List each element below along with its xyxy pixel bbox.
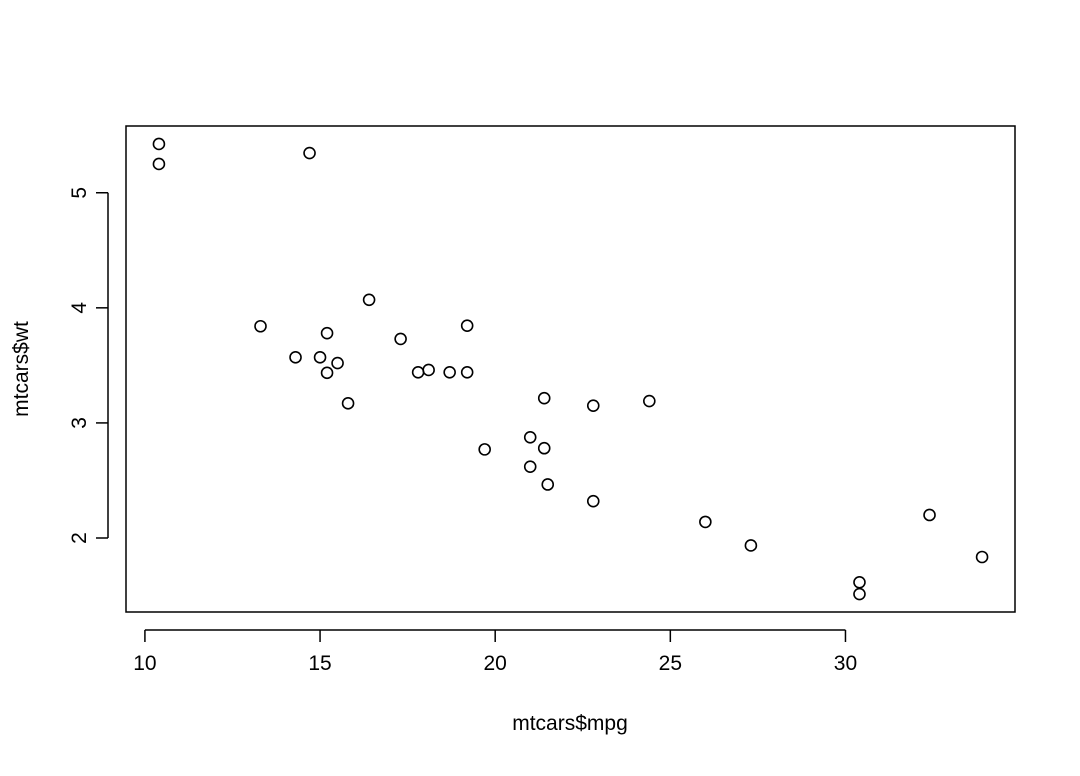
point [744,539,758,552]
x-tick-label: 10 [133,652,156,675]
point [923,508,936,522]
point [443,365,456,379]
point [523,460,537,473]
y-tick-label: 3 [68,417,91,429]
point [422,363,435,377]
point [152,137,166,151]
point [313,351,327,364]
point [523,431,537,444]
point [541,478,555,491]
point [152,157,166,171]
x-tick-label: 15 [308,652,331,675]
point [320,326,334,340]
point [303,146,316,160]
point [537,391,551,405]
x-tick-label: 20 [484,652,507,675]
point [537,441,551,455]
point [460,365,474,379]
point [394,332,407,346]
point [254,319,267,333]
point [289,351,302,364]
point [586,399,600,412]
point [853,587,866,601]
x-tick-label: 25 [659,652,682,675]
y-tick-label: 4 [68,302,91,314]
y-tick-label: 5 [68,187,91,199]
point [362,293,376,307]
x-tick-label: 30 [834,652,857,675]
point [699,515,712,529]
point [853,576,866,589]
point [478,443,491,456]
point [586,494,600,508]
plot-box [125,125,1016,613]
point [331,356,344,370]
point [975,550,989,564]
x-axis-label: mtcars$mpg [512,712,628,735]
y-tick-label: 2 [68,532,91,544]
point [320,366,334,380]
y-axis-label: mtcars$wt [10,321,33,417]
point [460,319,474,332]
point [643,394,656,408]
point [341,397,355,410]
point [411,365,425,379]
